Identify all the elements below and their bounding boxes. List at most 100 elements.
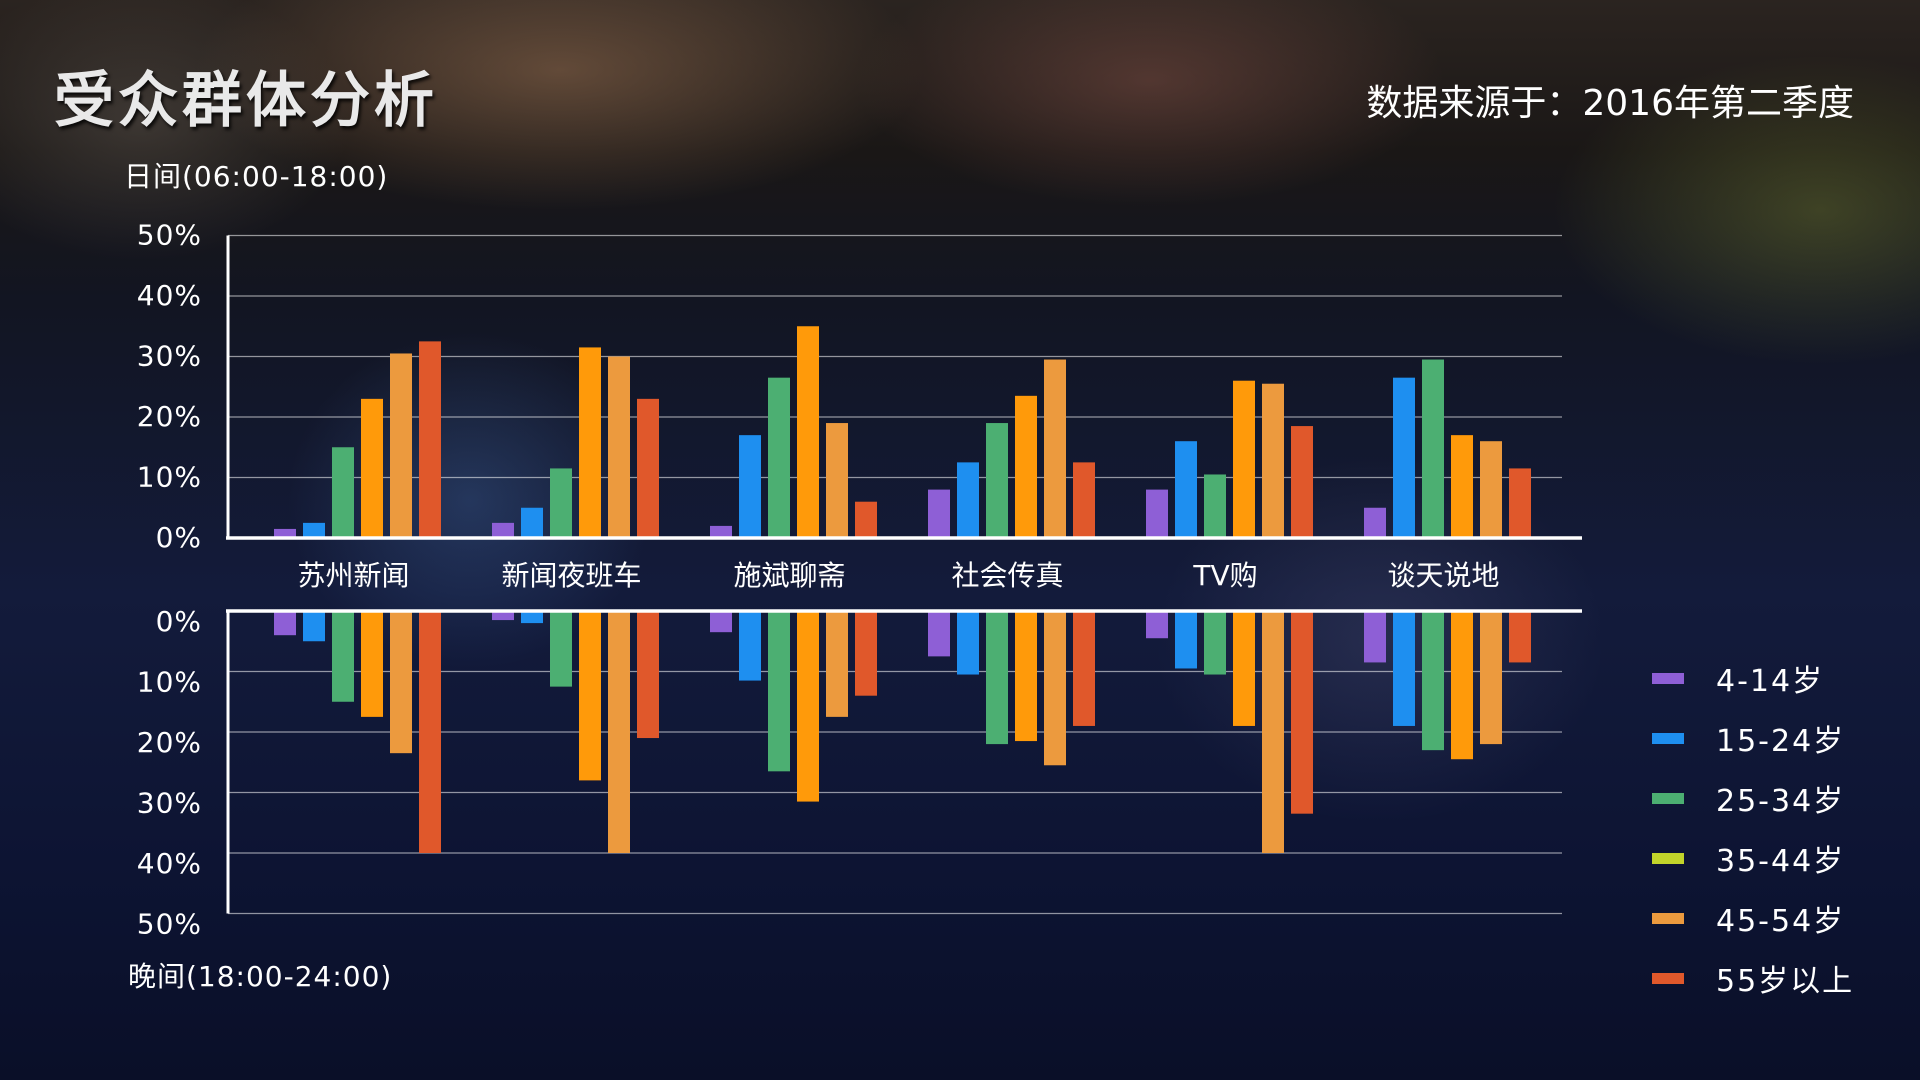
bar-night-TV购-4-14岁 bbox=[1146, 611, 1168, 639]
category-label: 苏州新闻 bbox=[297, 559, 409, 592]
bar-day-苏州新闻-35-44岁 bbox=[361, 398, 383, 538]
bar-day-施斌聊斋-45-54岁 bbox=[826, 423, 848, 538]
chart-legend: 4-14岁 15-24岁 25-34岁 35-44岁 45-54岁 55岁以上 bbox=[1652, 648, 1912, 1008]
bar-day-施斌聊斋-35-44岁 bbox=[797, 326, 819, 538]
page-title: 受众群体分析 bbox=[54, 66, 438, 136]
bar-night-社会传真-25-34岁 bbox=[986, 611, 1008, 745]
category-label: 谈天说地 bbox=[1387, 559, 1499, 592]
legend-swatch bbox=[1652, 672, 1684, 684]
bar-night-新闻夜班车-25-34岁 bbox=[550, 611, 572, 687]
bar-day-TV购-15-24岁 bbox=[1175, 441, 1197, 538]
bar-night-苏州新闻-25-34岁 bbox=[332, 611, 354, 702]
legend-label: 45-54岁 bbox=[1716, 904, 1846, 939]
y-tick-label: 40% bbox=[137, 847, 202, 880]
bar-day-新闻夜班车-45-54岁 bbox=[608, 356, 630, 538]
bar-night-社会传真-35-44岁 bbox=[1015, 611, 1037, 742]
bar-night-施斌聊斋-15-24岁 bbox=[739, 611, 761, 681]
bar-night-施斌聊斋-35-44岁 bbox=[797, 611, 819, 802]
category-label: 新闻夜班车 bbox=[501, 559, 641, 592]
bar-day-TV购-25-34岁 bbox=[1204, 474, 1226, 538]
bar-night-谈天说地-4-14岁 bbox=[1364, 611, 1386, 663]
y-tick-label: 0% bbox=[156, 605, 202, 638]
bar-day-施斌聊斋-55岁以上 bbox=[855, 501, 877, 538]
bar-night-新闻夜班车-4-14岁 bbox=[492, 611, 514, 621]
y-tick-label: 10% bbox=[137, 461, 202, 494]
y-tick-label: 20% bbox=[137, 400, 202, 433]
legend-item: 15-24岁 bbox=[1652, 708, 1912, 768]
bar-day-社会传真-15-24岁 bbox=[957, 462, 979, 538]
y-tick-label: 20% bbox=[137, 726, 202, 759]
evening-chart: 0% 10% 20% 30% 40% 50% 晚间(18:00-24:00) bbox=[128, 605, 1582, 993]
bar-night-新闻夜班车-45-54岁 bbox=[608, 611, 630, 853]
bar-day-谈天说地-35-44岁 bbox=[1451, 435, 1473, 538]
bar-day-谈天说地-15-24岁 bbox=[1393, 377, 1415, 538]
bar-night-苏州新闻-45-54岁 bbox=[390, 611, 412, 754]
legend-item: 25-34岁 bbox=[1652, 768, 1912, 828]
bar-day-苏州新闻-25-34岁 bbox=[332, 447, 354, 538]
y-tick-label: 50% bbox=[137, 219, 202, 252]
legend-item: 55岁以上 bbox=[1652, 948, 1912, 1008]
bar-day-谈天说地-4-14岁 bbox=[1364, 507, 1386, 538]
bar-day-施斌聊斋-15-24岁 bbox=[739, 435, 761, 538]
bar-night-社会传真-45-54岁 bbox=[1044, 611, 1066, 766]
bar-day-苏州新闻-15-24岁 bbox=[303, 522, 325, 538]
bar-day-苏州新闻-45-54岁 bbox=[390, 353, 412, 538]
legend-swatch bbox=[1652, 912, 1684, 924]
bar-night-施斌聊斋-45-54岁 bbox=[826, 611, 848, 717]
legend-swatch bbox=[1652, 972, 1684, 984]
category-label: TV购 bbox=[1192, 559, 1257, 592]
bar-day-苏州新闻-4-14岁 bbox=[274, 528, 296, 538]
bar-night-苏州新闻-35-44岁 bbox=[361, 611, 383, 717]
bar-day-新闻夜班车-35-44岁 bbox=[579, 347, 601, 538]
bar-night-TV购-55岁以上 bbox=[1291, 611, 1313, 814]
bar-night-谈天说地-35-44岁 bbox=[1451, 611, 1473, 760]
bar-day-社会传真-55岁以上 bbox=[1073, 462, 1095, 538]
legend-swatch bbox=[1652, 732, 1684, 744]
bar-night-施斌聊斋-25-34岁 bbox=[768, 611, 790, 772]
bar-day-社会传真-45-54岁 bbox=[1044, 359, 1066, 538]
bar-night-施斌聊斋-55岁以上 bbox=[855, 611, 877, 696]
bar-day-谈天说地-55岁以上 bbox=[1509, 468, 1531, 538]
bar-night-TV购-15-24岁 bbox=[1175, 611, 1197, 669]
bar-day-新闻夜班车-25-34岁 bbox=[550, 468, 572, 538]
bar-day-TV购-4-14岁 bbox=[1146, 489, 1168, 538]
bar-day-谈天说地-45-54岁 bbox=[1480, 441, 1502, 538]
bar-night-新闻夜班车-35-44岁 bbox=[579, 611, 601, 781]
bar-day-社会传真-4-14岁 bbox=[928, 489, 950, 538]
bar-night-施斌聊斋-4-14岁 bbox=[710, 611, 732, 633]
bar-night-社会传真-4-14岁 bbox=[928, 611, 950, 657]
y-tick-label: 30% bbox=[137, 787, 202, 820]
y-tick-label: 0% bbox=[156, 521, 202, 554]
bar-night-谈天说地-15-24岁 bbox=[1393, 611, 1415, 726]
evening-label: 晚间(18:00-24:00) bbox=[128, 960, 392, 993]
bar-day-新闻夜班车-4-14岁 bbox=[492, 522, 514, 538]
bar-night-社会传真-15-24岁 bbox=[957, 611, 979, 675]
bar-night-苏州新闻-15-24岁 bbox=[303, 611, 325, 642]
bar-day-TV购-45-54岁 bbox=[1262, 383, 1284, 538]
bar-day-谈天说地-25-34岁 bbox=[1422, 359, 1444, 538]
bar-night-谈天说地-25-34岁 bbox=[1422, 611, 1444, 751]
bar-night-新闻夜班车-55岁以上 bbox=[637, 611, 659, 739]
y-tick-label: 40% bbox=[137, 279, 202, 312]
legend-label: 4-14岁 bbox=[1716, 664, 1825, 699]
daytime-chart: 0% 10% 20% 30% 40% 50% 日间(06:00-18:00) bbox=[124, 160, 1582, 554]
legend-label: 25-34岁 bbox=[1716, 784, 1846, 819]
category-label: 施斌聊斋 bbox=[733, 559, 845, 592]
bar-night-谈天说地-45-54岁 bbox=[1480, 611, 1502, 745]
bar-day-新闻夜班车-15-24岁 bbox=[521, 507, 543, 538]
daytime-label: 日间(06:00-18:00) bbox=[124, 160, 388, 193]
legend-swatch bbox=[1652, 852, 1684, 864]
y-tick-label: 30% bbox=[137, 340, 202, 373]
legend-item: 45-54岁 bbox=[1652, 888, 1912, 948]
bar-night-新闻夜班车-15-24岁 bbox=[521, 611, 543, 624]
bar-night-苏州新闻-55岁以上 bbox=[419, 611, 441, 853]
bar-day-社会传真-35-44岁 bbox=[1015, 395, 1037, 538]
bar-day-新闻夜班车-55岁以上 bbox=[637, 398, 659, 538]
legend-swatch bbox=[1652, 792, 1684, 804]
bar-night-谈天说地-55岁以上 bbox=[1509, 611, 1531, 663]
bar-night-苏州新闻-4-14岁 bbox=[274, 611, 296, 636]
category-labels: 苏州新闻 新闻夜班车 施斌聊斋 社会传真 TV购 谈天说地 bbox=[297, 559, 1499, 592]
legend-item: 35-44岁 bbox=[1652, 828, 1912, 888]
